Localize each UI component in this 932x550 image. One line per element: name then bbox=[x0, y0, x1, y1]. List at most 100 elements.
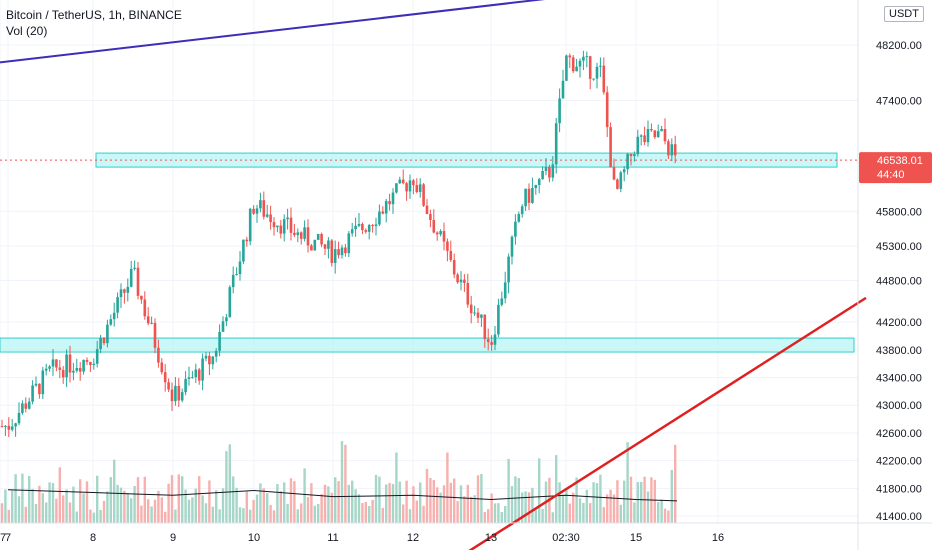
volume-bar bbox=[340, 441, 344, 523]
candle-body bbox=[626, 153, 629, 170]
candle-body bbox=[95, 349, 99, 364]
candle-body bbox=[269, 214, 272, 223]
x-tick-label: 7 bbox=[5, 532, 11, 544]
volume-bar bbox=[317, 503, 320, 523]
x-tick-label: 13 bbox=[485, 532, 497, 544]
candle-body bbox=[320, 234, 323, 245]
candle-body bbox=[34, 383, 38, 386]
y-tick-label: 43400.00 bbox=[876, 373, 922, 385]
candle-body bbox=[58, 367, 62, 370]
volume-bar bbox=[599, 474, 602, 523]
volume-bar bbox=[96, 475, 99, 523]
candle-body bbox=[544, 167, 548, 172]
volume-bar bbox=[92, 512, 95, 523]
volume-bar bbox=[483, 512, 486, 523]
candle-body bbox=[636, 136, 640, 155]
x-tick-label: 16 bbox=[712, 532, 724, 544]
candle-body bbox=[228, 287, 232, 318]
candle-body bbox=[82, 359, 85, 372]
y-tick-label: 47400.00 bbox=[876, 95, 922, 107]
volume-bar bbox=[456, 501, 459, 523]
candle-body bbox=[65, 354, 68, 378]
volume-bar bbox=[238, 507, 242, 523]
volume-bar bbox=[561, 494, 565, 523]
volume-bar bbox=[337, 481, 340, 523]
candle-body bbox=[109, 319, 113, 325]
volume-bar bbox=[646, 491, 650, 523]
candle-body bbox=[85, 359, 89, 362]
volume-bar bbox=[381, 508, 384, 523]
volume-bar bbox=[667, 510, 670, 523]
y-tick-label: 43000.00 bbox=[876, 400, 922, 412]
y-tick-label: 42600.00 bbox=[876, 428, 922, 440]
candle-body bbox=[612, 167, 616, 180]
candle-body bbox=[24, 403, 28, 409]
volume-bar bbox=[283, 482, 286, 523]
volume-bar bbox=[463, 496, 466, 523]
candle-body bbox=[646, 129, 650, 143]
candle-body bbox=[514, 221, 517, 237]
volume-bar bbox=[439, 492, 442, 523]
candle-body bbox=[153, 322, 157, 348]
volume-bar bbox=[119, 487, 123, 523]
candle-body bbox=[364, 230, 368, 232]
volume-bar bbox=[412, 486, 415, 523]
volume-bar bbox=[58, 467, 61, 523]
candle-body bbox=[497, 304, 500, 335]
candle-body bbox=[609, 127, 612, 168]
volume-bar bbox=[459, 485, 463, 523]
volume-bar bbox=[181, 476, 184, 523]
volume-bar bbox=[572, 492, 575, 523]
candle-body bbox=[31, 385, 34, 402]
candle-body bbox=[184, 378, 187, 393]
candle-body bbox=[490, 342, 493, 345]
candle-body bbox=[527, 188, 531, 203]
candle-body bbox=[588, 56, 592, 79]
volume-bar bbox=[68, 502, 72, 523]
volume-bar bbox=[198, 476, 201, 523]
volume-bar bbox=[330, 492, 333, 523]
volume-bar bbox=[204, 503, 208, 523]
volume-bar bbox=[504, 505, 507, 523]
volume-bar bbox=[640, 481, 643, 523]
candle-body bbox=[548, 167, 551, 178]
candle-body bbox=[643, 135, 646, 143]
candle-body bbox=[92, 363, 96, 366]
candle-body bbox=[14, 423, 17, 427]
candle-body bbox=[374, 224, 378, 227]
currency-badge[interactable]: USDT bbox=[884, 6, 924, 22]
candle-body bbox=[310, 245, 313, 251]
candle-body bbox=[112, 312, 116, 320]
candle-body bbox=[415, 185, 419, 192]
candle-body bbox=[371, 225, 374, 227]
candle-body bbox=[459, 279, 463, 283]
volume-bar bbox=[395, 452, 398, 523]
volume-bar bbox=[201, 495, 204, 523]
volume-bar bbox=[602, 507, 605, 523]
price-zone bbox=[0, 337, 855, 353]
candle-body bbox=[476, 312, 480, 318]
candle-body bbox=[350, 229, 354, 234]
candle-body bbox=[245, 239, 249, 242]
volume-bar bbox=[208, 480, 211, 523]
volume-bar bbox=[657, 502, 660, 523]
candle-body bbox=[316, 234, 320, 240]
volume-bar bbox=[194, 488, 197, 523]
candle-body bbox=[408, 180, 412, 192]
x-tick-label: 11 bbox=[327, 532, 338, 544]
volume-bar bbox=[7, 509, 10, 523]
candle-body bbox=[639, 135, 643, 137]
volume-bar bbox=[0, 503, 4, 523]
volume-bar bbox=[130, 498, 133, 523]
candle-body bbox=[673, 144, 677, 156]
candle-body bbox=[422, 184, 425, 206]
volume-bar bbox=[490, 493, 493, 523]
volume-bar bbox=[449, 482, 452, 523]
volume-bar bbox=[633, 502, 636, 523]
volume-bar bbox=[626, 442, 629, 523]
volume-bar bbox=[140, 505, 143, 523]
volume-bar bbox=[623, 480, 626, 523]
volume-bar bbox=[259, 483, 262, 523]
volume-bar bbox=[75, 511, 78, 523]
